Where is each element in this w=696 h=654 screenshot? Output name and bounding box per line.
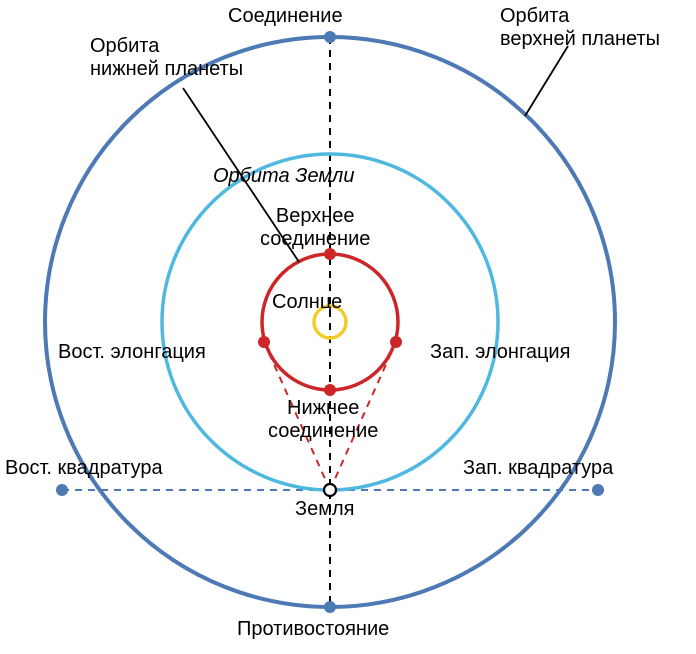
earth-marker [324,484,336,496]
dot-opposition [324,601,336,613]
dot-west-quadrature [592,484,604,496]
label-inner-orbit: Орбита нижней планеты [90,35,243,81]
dot-west-elongation [390,336,402,348]
label-earth: Земля [295,498,354,521]
dot-east-quadrature [56,484,68,496]
leader-outer-orbit [525,46,568,116]
label-inferior-conj: Нижнее соединение [268,397,378,443]
dot-conjunction [324,31,336,43]
label-east-elongation: Вост. элонгация [58,341,206,364]
label-west-quadrature: Зап. квадратура [463,457,613,480]
dot-east-elongation [258,336,270,348]
label-conjunction-top: Соединение [228,5,343,28]
label-superior-conj: Верхнее соединение [260,205,370,251]
label-earth-orbit: Орбита Земли [213,165,354,188]
label-east-quadrature: Вост. квадратура [5,457,163,480]
label-sun: Солнце [272,291,342,314]
dot-inferior-conj [324,384,336,396]
label-outer-orbit: Орбита верхней планеты [500,5,660,51]
label-opposition: Противостояние [237,618,389,641]
label-west-elongation: Зап. элонгация [430,341,570,364]
